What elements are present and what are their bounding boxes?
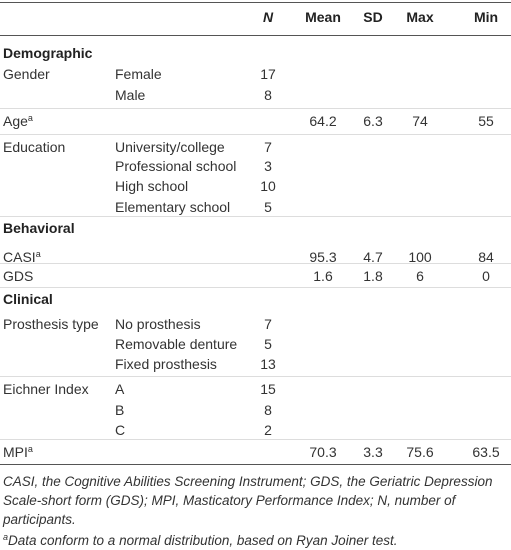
column-header: Mean [305, 9, 341, 25]
footnote: CASI, the Cognitive Abilities Screening … [3, 474, 493, 527]
row-sublabel: Elementary school [115, 199, 231, 215]
cell-value: 4.7 [363, 249, 383, 265]
row-sublabel: University/college [115, 139, 225, 155]
row-label-text: MPI [3, 444, 28, 460]
row-label-text: GDS [3, 268, 34, 284]
row-label: Education [3, 138, 65, 156]
row-label-text: Age [3, 113, 28, 129]
cell-value: 6.3 [363, 113, 383, 129]
cell-value: 13 [260, 356, 276, 372]
footnote-marker: a [3, 532, 9, 542]
rule [0, 35, 511, 36]
section-title: Behavioral [3, 220, 75, 236]
cell-value: 7 [264, 316, 272, 332]
cell-value: 6 [416, 268, 424, 284]
row-label: MPIa [3, 443, 33, 461]
cell-value: 0 [482, 268, 490, 284]
cell-value: 55 [478, 113, 494, 129]
cell-value: 2 [264, 422, 272, 438]
column-header: Max [406, 9, 434, 25]
rule [0, 108, 511, 109]
cell-value: 84 [478, 249, 494, 265]
cell-value: 75.6 [406, 444, 434, 460]
rule [0, 216, 511, 217]
row-label-text: CASI [3, 249, 36, 265]
row-sublabel: High school [115, 178, 189, 194]
superscript: a [27, 113, 33, 123]
cell-value: 1.6 [313, 268, 333, 284]
row-sublabel: Female [115, 66, 162, 82]
row-sublabel: Male [115, 87, 146, 103]
footnote-text: Data conform to a normal distribution, b… [8, 533, 398, 548]
rule [0, 287, 511, 288]
row-sublabel: C [115, 422, 126, 438]
row-sublabel: Removable denture [115, 336, 238, 352]
row-sublabel: No prosthesis [115, 316, 201, 332]
cell-value: 8 [264, 402, 272, 418]
column-header: N [262, 9, 274, 25]
rule [0, 464, 511, 465]
cell-value: 95.3 [309, 249, 337, 265]
row-sublabel: A [115, 381, 125, 397]
row-label: Eichner Index [3, 380, 89, 398]
cell-value: 74 [412, 113, 428, 129]
column-header: Min [473, 9, 499, 25]
row-label: Prosthesis type [3, 315, 99, 333]
cell-value: 64.2 [309, 113, 337, 129]
section-title: Demographic [3, 45, 93, 61]
cell-value: 5 [264, 336, 272, 352]
superscript: a [35, 249, 41, 259]
superscript: a [27, 444, 33, 454]
rule [0, 439, 511, 440]
cell-value: 15 [260, 381, 276, 397]
cell-value: 3.3 [363, 444, 383, 460]
rule [0, 376, 511, 377]
cell-value: 7 [264, 139, 272, 155]
row-label: Gender [3, 65, 50, 83]
footnote: aData conform to a normal distribution, … [3, 531, 503, 550]
row-label-text: Gender [3, 66, 50, 82]
cell-value: 1.8 [363, 268, 383, 284]
row-sublabel: Fixed prosthesis [115, 356, 217, 372]
cell-value: 100 [408, 249, 432, 265]
cell-value: 8 [264, 87, 272, 103]
cell-value: 17 [260, 66, 276, 82]
cell-value: 5 [264, 199, 272, 215]
row-label-text: Prosthesis type [3, 316, 99, 332]
cell-value: 70.3 [309, 444, 337, 460]
rule [0, 263, 511, 264]
cell-value: 3 [264, 158, 272, 174]
row-label-text: Eichner Index [3, 381, 89, 397]
row-sublabel: B [115, 402, 125, 418]
column-header: SD [363, 9, 383, 25]
cell-value: 63.5 [472, 444, 500, 460]
section-title: Clinical [3, 291, 53, 307]
rule [0, 134, 511, 135]
row-sublabel: Professional school [115, 158, 237, 174]
row-label: GDS [3, 267, 33, 285]
rule [0, 2, 511, 3]
row-label-text: Education [3, 139, 66, 155]
row-label: CASIa [3, 248, 41, 266]
row-label: Agea [3, 112, 33, 130]
cell-value: 10 [260, 178, 276, 194]
